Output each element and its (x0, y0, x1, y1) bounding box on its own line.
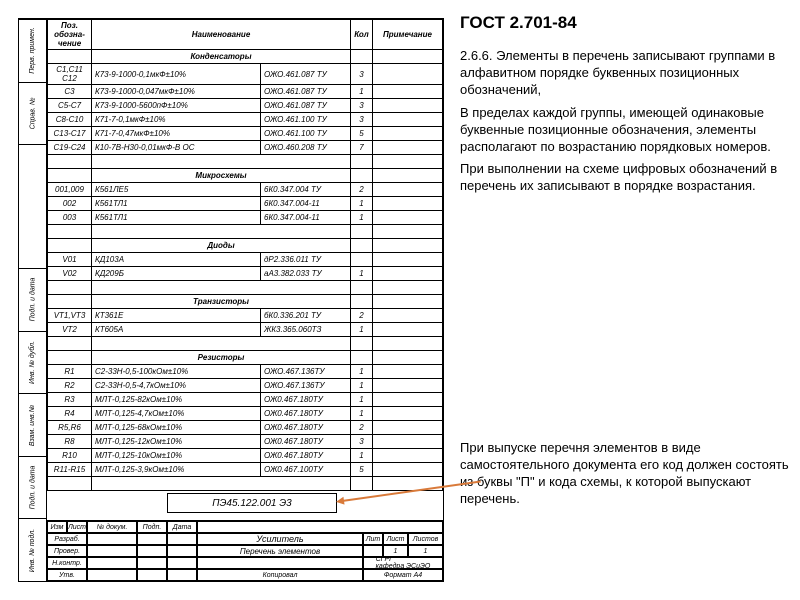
table-row: R4МЛТ-0,125-4,7кОм±10%ОЖ0.467.180ТУ1 (48, 407, 443, 421)
tb-apprv: Утв. (47, 569, 87, 581)
element-table: Поз. обозна-чение Наименование Кол Приме… (47, 19, 443, 491)
table-row: VT1,VT3КТ361ЕбК0.336.201 ТУ2 (48, 309, 443, 323)
table-row: С3К73-9-1000-0,047мкФ±10%ОЖО.461.087 ТУ1 (48, 85, 443, 99)
section-title-row: Конденсаторы (48, 50, 443, 64)
header-poz: Поз. обозна-чение (48, 20, 92, 50)
tb-sign: Подп. (137, 521, 167, 533)
table-row: 002К561ТЛ16К0.347.004-111 (48, 197, 443, 211)
empty-row (48, 281, 443, 295)
table-row: С8-С10К71-7-0,1мкФ±10%ОЖО.461.100 ТУ3 (48, 113, 443, 127)
side-label: Перв. примен. (29, 27, 36, 74)
side-column: Инв. № подл. Подп. и дата Взам. инв.№ Ин… (19, 19, 47, 581)
tb-listh: Лист (383, 533, 408, 545)
table-row: R11-R15МЛТ-0,125-3,9кОм±10%ОЖ0.467.100ТУ… (48, 463, 443, 477)
section-title-row: Транзисторы (48, 295, 443, 309)
tb-list: Лист (67, 521, 87, 533)
table-row: VT2КТ605АЖК3.365.060ТЗ1 (48, 323, 443, 337)
side-label: Подп. и дата (29, 278, 36, 322)
section-title-row: Микросхемы (48, 169, 443, 183)
tb-format: Формат A4 (363, 569, 443, 581)
table-row: V01КД103АдР2.336.011 ТУ (48, 253, 443, 267)
title-block: Изм Лист № докум. Подп. Дата Разраб. Уси… (47, 520, 443, 581)
paragraph: При выполнении на схеме цифровых обознач… (460, 161, 790, 195)
tb-doctype: Перечень элементов (197, 545, 363, 557)
designation-code: ПЭ45.122.001 Э3 (167, 493, 337, 513)
table-row: R8МЛТ-0,125-12кОм±10%ОЖ0.467.180ТУ3 (48, 435, 443, 449)
table-row: 003К561ТЛ16К0.347.004-111 (48, 211, 443, 225)
text-panel: ГОСТ 2.701-84 2.6.6. Элементы в перечень… (460, 12, 790, 201)
section-title-row: Резисторы (48, 351, 443, 365)
side-label: Инв. № дубл. (29, 341, 36, 384)
paragraph: В пределах каждой группы, имеющей одинак… (460, 105, 790, 156)
header-kol: Кол (351, 20, 373, 50)
empty-row (48, 225, 443, 239)
paragraph: 2.6.6. Элементы в перечень записывают гр… (460, 48, 790, 99)
table-header-row: Поз. обозна-чение Наименование Кол Приме… (48, 20, 443, 50)
side-label: Подп. и дата (29, 466, 36, 510)
side-label: Взам. инв.№ (29, 404, 36, 445)
table-row: R5,R6МЛТ-0,125-68кОм±10%ОЖ0.467.180ТУ2 (48, 421, 443, 435)
table-row: V02КД209БаА3.382.033 ТУ1 (48, 267, 443, 281)
empty-row (48, 155, 443, 169)
table-row: С1,С11 С12К73-9-1000-0,1мкФ±10%ОЖО.461.0… (48, 64, 443, 85)
main-area: Поз. обозна-чение Наименование Кол Приме… (47, 19, 443, 581)
tb-dev: Разраб. (47, 533, 87, 545)
tb-listovh: Листов (408, 533, 443, 545)
table-row: R3МЛТ-0,125-82кОм±10%ОЖ0.467.180ТУ1 (48, 393, 443, 407)
tb-nctrl: Н.контр. (47, 557, 87, 569)
side-label: Справ. № (29, 97, 36, 129)
side-label: Инв. № подл. (29, 529, 36, 572)
header-prim: Примечание (373, 20, 443, 50)
table-row: R2С2-33Н-0,5-4,7кОм±10%ОЖО.467.136ТУ1 (48, 379, 443, 393)
empty-row (48, 477, 443, 491)
table-row: С5-С7К73-9-1000-5600пФ±10%ОЖО.461.087 ТУ… (48, 99, 443, 113)
gost-title: ГОСТ 2.701-84 (460, 12, 790, 34)
tb-docname: Усилитель (197, 533, 363, 545)
drawing-frame: Инв. № подл. Подп. и дата Взам. инв.№ Ин… (18, 18, 444, 582)
table-row: С13-С17К71-7-0,47мкФ±10%ОЖО.461.100 ТУ5 (48, 127, 443, 141)
section-title-row: Диоды (48, 239, 443, 253)
tb-izm: Изм (47, 521, 67, 533)
tb-date: Дата (167, 521, 197, 533)
table-row: R10МЛТ-0,125-10кОм±10%ОЖ0.467.180ТУ1 (48, 449, 443, 463)
tb-copied: Копировал (197, 569, 363, 581)
tb-org: СГРГ кафедра ЭСиЭО (363, 557, 443, 569)
empty-row (48, 337, 443, 351)
tb-chk: Провер. (47, 545, 87, 557)
table-row: С19-С24К10-7В-Н30-0,01мкФ-В ОСОЖО.460.20… (48, 141, 443, 155)
table-row: R1С2-33Н-0,5-100кОм±10%ОЖО.467.136ТУ1 (48, 365, 443, 379)
tb-lit: Лит (363, 533, 383, 545)
lower-paragraph: При выпуске перечня элементов в виде сам… (460, 440, 790, 508)
table-row: 001,009К561ЛЕ56К0.347.004 ТУ2 (48, 183, 443, 197)
tb-doc: № докум. (87, 521, 137, 533)
header-name: Наименование (92, 20, 351, 50)
